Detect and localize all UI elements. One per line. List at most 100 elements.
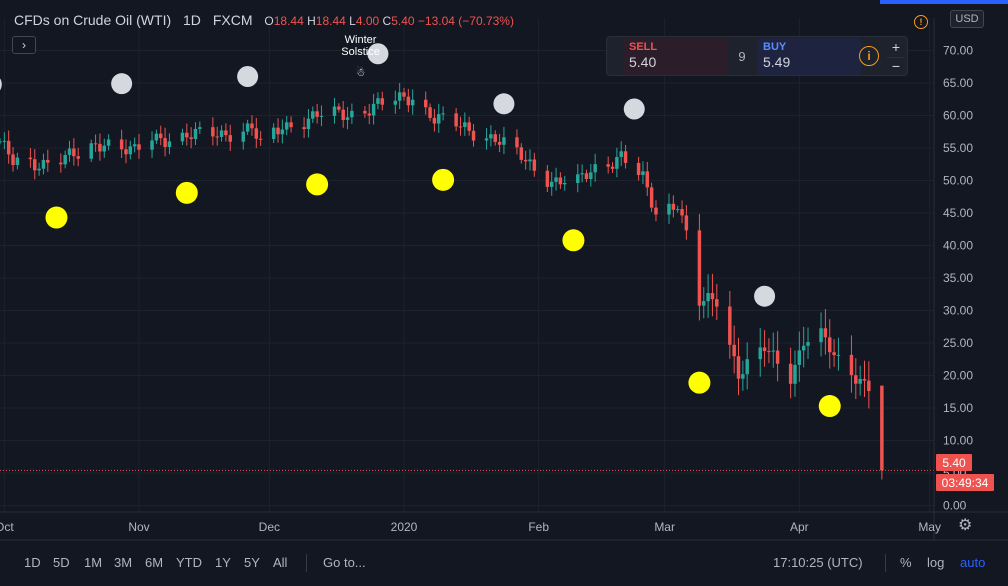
top-accent-bar — [880, 0, 1008, 4]
candle-body — [254, 128, 259, 139]
candle-body — [193, 128, 198, 139]
candle-body — [345, 117, 350, 120]
candle-body — [684, 215, 689, 231]
candle-body — [2, 140, 7, 142]
candle-body — [819, 328, 823, 343]
candle-body — [797, 350, 802, 365]
countdown-box — [936, 474, 994, 491]
candle-body — [828, 337, 832, 353]
price-tick-label: 45.00 — [943, 206, 973, 220]
candle-body — [423, 99, 428, 108]
info-icon[interactable]: i — [859, 46, 879, 66]
buy-button[interactable]: BUY 5.49 — [757, 38, 861, 75]
full-moon-icon — [175, 181, 198, 204]
price-tick-label: 0.00 — [943, 499, 967, 513]
range-3m[interactable]: 3M — [114, 555, 133, 570]
candle-body — [163, 138, 167, 148]
sell-button[interactable]: SELL 5.40 — [623, 38, 727, 75]
increase-quantity-button[interactable]: + — [891, 38, 901, 55]
new-moon-icon — [754, 285, 776, 307]
time-axis[interactable]: Oct Nov Dec 2020 Feb Mar Apr May — [0, 520, 941, 534]
collapse-legend-button[interactable]: › — [12, 36, 36, 54]
high-value: 18.44 — [315, 14, 346, 28]
toolbar-divider — [306, 554, 307, 572]
winter-solstice-annotation[interactable]: Winter Solstice ☃ — [341, 34, 380, 79]
candle-body — [185, 132, 189, 138]
full-moon-icon — [688, 371, 711, 394]
candle-body — [302, 127, 306, 130]
candle-body — [801, 345, 806, 351]
percent-scale-toggle[interactable]: % — [900, 555, 912, 570]
candle-body — [271, 127, 276, 139]
candle-body — [867, 380, 871, 392]
candle-body — [211, 127, 215, 137]
price-tick-label: 60.00 — [943, 109, 973, 123]
candle-body — [484, 138, 489, 141]
warning-icon[interactable]: ! — [914, 15, 928, 29]
price-axis[interactable]: 0.005.0010.0015.0020.0025.0030.0035.0040… — [943, 44, 973, 513]
candle-body — [72, 148, 76, 157]
candle-body — [671, 203, 676, 210]
range-1d[interactable]: 1D — [24, 555, 41, 570]
candle-body — [280, 129, 285, 135]
go-to-date-button[interactable]: Go to... — [323, 555, 366, 570]
new-moon-icon — [493, 93, 515, 115]
candle-body — [497, 141, 502, 145]
candle-body — [332, 106, 337, 116]
candle-body — [654, 207, 658, 215]
candle-body — [258, 138, 263, 140]
candle-body — [59, 162, 63, 165]
price-tick-label: 35.00 — [943, 271, 973, 285]
symbol-title[interactable]: CFDs on Crude Oil (WTI) — [14, 12, 172, 28]
range-5d[interactable]: 5D — [53, 555, 70, 570]
range-1y[interactable]: 1Y — [215, 555, 231, 570]
candle-body — [119, 139, 124, 150]
candle-body — [610, 166, 615, 169]
close-value: 5.40 — [391, 14, 415, 28]
decrease-quantity-button[interactable]: − — [887, 57, 905, 74]
annotation-line2: Solstice — [341, 46, 380, 58]
time-tick-label: Nov — [128, 520, 149, 534]
interval-label[interactable]: 1D — [183, 12, 201, 28]
range-all[interactable]: All — [273, 555, 288, 570]
range-5y[interactable]: 5Y — [244, 555, 260, 570]
last-price-box — [936, 454, 972, 471]
full-moon-icon — [818, 395, 841, 418]
candle-body — [563, 182, 567, 185]
candle-body — [124, 149, 128, 155]
candle-body — [224, 130, 228, 136]
range-6m[interactable]: 6M — [145, 555, 164, 570]
candle-body — [467, 122, 471, 131]
candle-body — [245, 123, 250, 132]
candle-body — [432, 117, 437, 124]
candle-body — [137, 144, 141, 150]
utc-clock[interactable]: 17:10:25 (UTC) — [773, 555, 863, 570]
log-scale-toggle[interactable]: log — [927, 555, 945, 570]
candle-body — [558, 177, 563, 185]
time-tick-label: Feb — [528, 520, 549, 534]
legend-header: CFDs on Crude Oil (WTI) 1D FXCM O18.44 H… — [14, 12, 514, 28]
price-tick-label: 25.00 — [943, 336, 973, 350]
candle-body — [528, 159, 532, 162]
auto-scale-toggle[interactable]: auto — [960, 555, 986, 570]
candle-body — [363, 110, 367, 114]
currency-badge[interactable]: USD — [950, 10, 984, 28]
candle-body — [862, 378, 867, 381]
gear-icon[interactable]: ⚙ — [958, 517, 973, 534]
grid-lines — [0, 18, 934, 512]
time-tick-label: Dec — [259, 520, 280, 534]
candle-body — [649, 187, 654, 208]
ohlc-values: O18.44 H18.44 L4.00 C5.40 −13.04 (−70.73… — [264, 14, 514, 28]
candle-body — [76, 156, 80, 159]
candle-body — [645, 171, 650, 188]
annotation-line1: Winter — [345, 34, 377, 46]
candle-body — [489, 134, 493, 139]
price-tick-label: 20.00 — [943, 369, 973, 383]
range-1m[interactable]: 1M — [84, 555, 103, 570]
candle-body — [736, 356, 741, 379]
candle-body — [806, 342, 810, 346]
range-ytd[interactable]: YTD — [176, 555, 202, 570]
candle-body — [762, 347, 767, 352]
time-tick-label: 2020 — [391, 520, 418, 534]
